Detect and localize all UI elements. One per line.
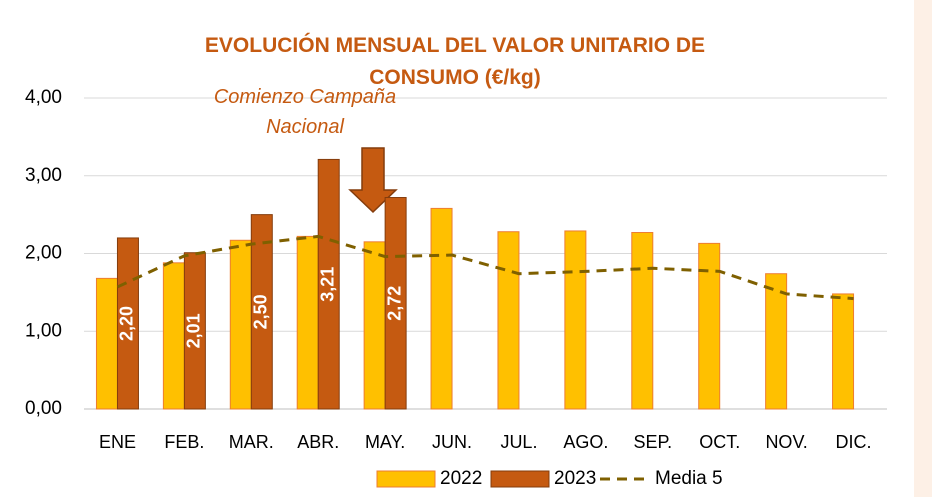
legend-swatch [376,470,436,488]
y-tick-label: 4,00 [25,87,62,108]
arrow [348,147,398,214]
x-tick-label: ABR. [297,432,339,452]
y-tick-label: 0,00 [25,398,62,419]
x-tick-label: FEB. [164,432,204,452]
x-tick-label: JUN. [432,432,472,452]
bar [317,158,340,410]
bar [116,237,139,410]
value-label: 2,01 [184,313,204,348]
bar [564,230,587,410]
bar [229,239,252,410]
bar [631,232,654,410]
value-label: 2,20 [117,306,137,341]
bar [384,197,407,410]
bar [765,273,788,410]
legend-swatch [490,470,550,488]
bar [363,241,386,410]
legend-label: Media 5 [655,468,723,489]
side-strip [914,0,932,497]
value-label: 3,21 [317,267,337,302]
y-tick-label: 2,00 [25,243,62,264]
bar [95,277,118,410]
legend-label: 2022 [440,468,482,489]
x-tick-label: SEP. [633,432,672,452]
bar [698,242,721,410]
legend-label: 2023 [554,468,596,489]
bar [497,231,520,410]
x-tick-label: NOV. [765,432,807,452]
bar [832,293,855,410]
x-tick-label: DIC. [836,432,872,452]
bar [296,235,319,410]
line [116,234,854,301]
y-tick-label: 3,00 [25,165,62,186]
x-tick-label: AGO. [563,432,608,452]
bar [250,214,273,410]
x-tick-label: ENE [99,432,136,452]
x-tick-label: MAY. [365,432,405,452]
y-tick-label: 1,00 [25,320,62,341]
chart-title: EVOLUCIÓN MENSUAL DEL VALOR UNITARIO DE … [204,34,706,89]
bar [183,252,206,410]
x-tick-label: MAR. [229,432,274,452]
x-tick-label: JUL. [500,432,537,452]
bar [430,207,453,410]
value-label: 2,72 [384,286,404,321]
value-label: 2,50 [251,294,271,329]
annotation: Comienzo Campaña Nacional [213,86,397,138]
bar [162,262,185,410]
x-tick-label: OCT. [699,432,740,452]
